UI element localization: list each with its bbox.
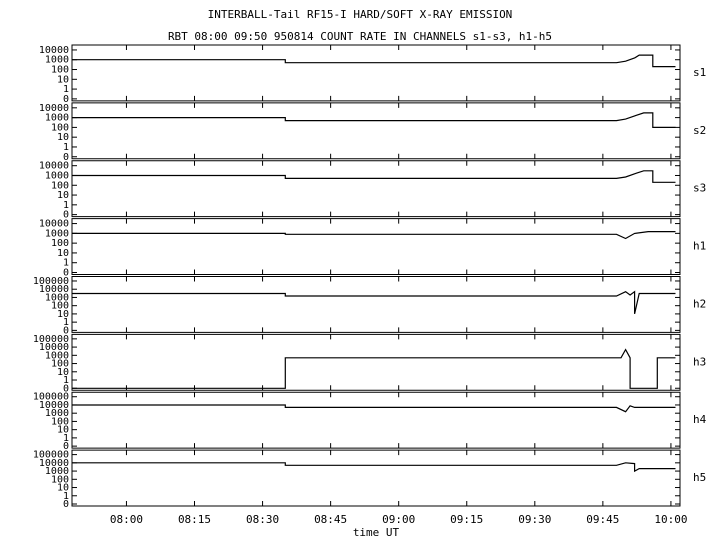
y-tick-label: 0 [63,441,69,452]
y-tick-label: 10000 [39,103,69,114]
data-line [72,462,676,473]
y-tick-label: 1000 [45,350,69,361]
x-tick-label: 08:30 [246,513,279,526]
y-tick-label: 0 [63,499,69,510]
y-tick-label: 10000 [39,45,69,56]
panel-frame [71,333,681,391]
y-tick-label: 10000 [39,400,69,411]
y-tick-label: 1000 [45,292,69,303]
y-tick-label: 0 [63,383,69,394]
y-tick-label: 0 [63,94,69,105]
panel-frame [71,276,681,333]
data-line [72,231,676,240]
y-tick-label: 0 [63,152,69,163]
y-tick-label: 1000 [45,408,69,419]
y-tick-label: 100000 [33,276,69,287]
x-axis-label: time UT [353,526,400,539]
data-line [72,404,676,413]
y-tick-label: 10 [57,425,69,436]
panel-frame [71,391,681,449]
data-line [72,290,676,315]
x-tick-label: 09:00 [382,513,415,526]
y-tick-label: 100 [51,301,69,312]
y-tick-label: 10 [57,309,69,320]
y-tick-label: 10 [57,248,69,259]
y-tick-label: 1 [63,433,69,444]
y-tick-label: 10000 [39,284,69,295]
x-tick-label: 08:45 [314,513,347,526]
y-tick-label: 1 [63,375,69,386]
y-tick-label: 100 [51,180,69,191]
x-tick-label: 09:30 [518,513,551,526]
y-tick-label: 0 [63,325,69,336]
panel-label: h2 [693,297,706,310]
panel-label: h1 [693,240,706,253]
panel-label: h4 [693,413,707,426]
y-tick-label: 0 [63,210,69,221]
y-tick-label: 1000 [45,228,69,239]
y-tick-label: 100000 [33,392,69,403]
y-tick-label: 10 [57,132,69,143]
y-tick-label: 1 [63,200,69,211]
y-tick-label: 100 [51,122,69,133]
y-tick-label: 1 [63,142,69,153]
x-tick-label: 08:15 [178,513,211,526]
y-tick-label: 100 [51,416,69,427]
y-tick-label: 0 [63,268,69,279]
y-tick-label: 10 [57,367,69,378]
data-line [72,112,676,129]
y-tick-label: 1 [63,258,69,269]
y-tick-label: 1000 [45,466,69,477]
y-tick-label: 1 [63,317,69,328]
panel-frame [71,218,681,275]
panel-label: h3 [693,355,706,368]
y-tick-label: 1000 [45,170,69,181]
chart-title: INTERBALL-Tail RF15-I HARD/SOFT X-RAY EM… [208,8,513,21]
panel-frame [71,102,681,160]
panel-label: s2 [693,124,706,137]
x-tick-label: 09:15 [450,513,483,526]
y-tick-label: 10000 [39,458,69,469]
y-tick-label: 1 [63,84,69,95]
y-tick-label: 10000 [39,342,69,353]
y-tick-label: 100 [51,238,69,249]
panel-label: s1 [693,66,706,79]
x-tick-label: 09:45 [586,513,619,526]
y-tick-label: 10000 [39,219,69,230]
panel-label: h5 [693,471,706,484]
x-tick-label: 08:00 [110,513,143,526]
y-tick-label: 100 [51,65,69,76]
y-tick-label: 100 [51,359,69,370]
panel-frame [71,449,681,507]
y-tick-label: 10000 [39,161,69,172]
y-tick-label: 1000 [45,55,69,66]
y-tick-label: 1 [63,491,69,502]
data-line [72,54,676,68]
panel-frame [71,160,681,218]
panel-frame [71,44,681,102]
panel-label: s3 [693,182,706,195]
chart-subtitle: RBT 08:00 09:50 950814 COUNT RATE IN CHA… [168,30,552,43]
data-line [72,170,676,183]
data-line [72,348,676,389]
y-tick-label: 100 [51,474,69,485]
y-tick-label: 100000 [33,334,69,345]
y-tick-label: 10 [57,483,69,494]
y-tick-label: 10 [57,190,69,201]
y-tick-label: 10 [57,74,69,85]
y-tick-label: 1000 [45,113,69,124]
x-tick-label: 10:00 [654,513,687,526]
y-tick-label: 100000 [33,450,69,461]
